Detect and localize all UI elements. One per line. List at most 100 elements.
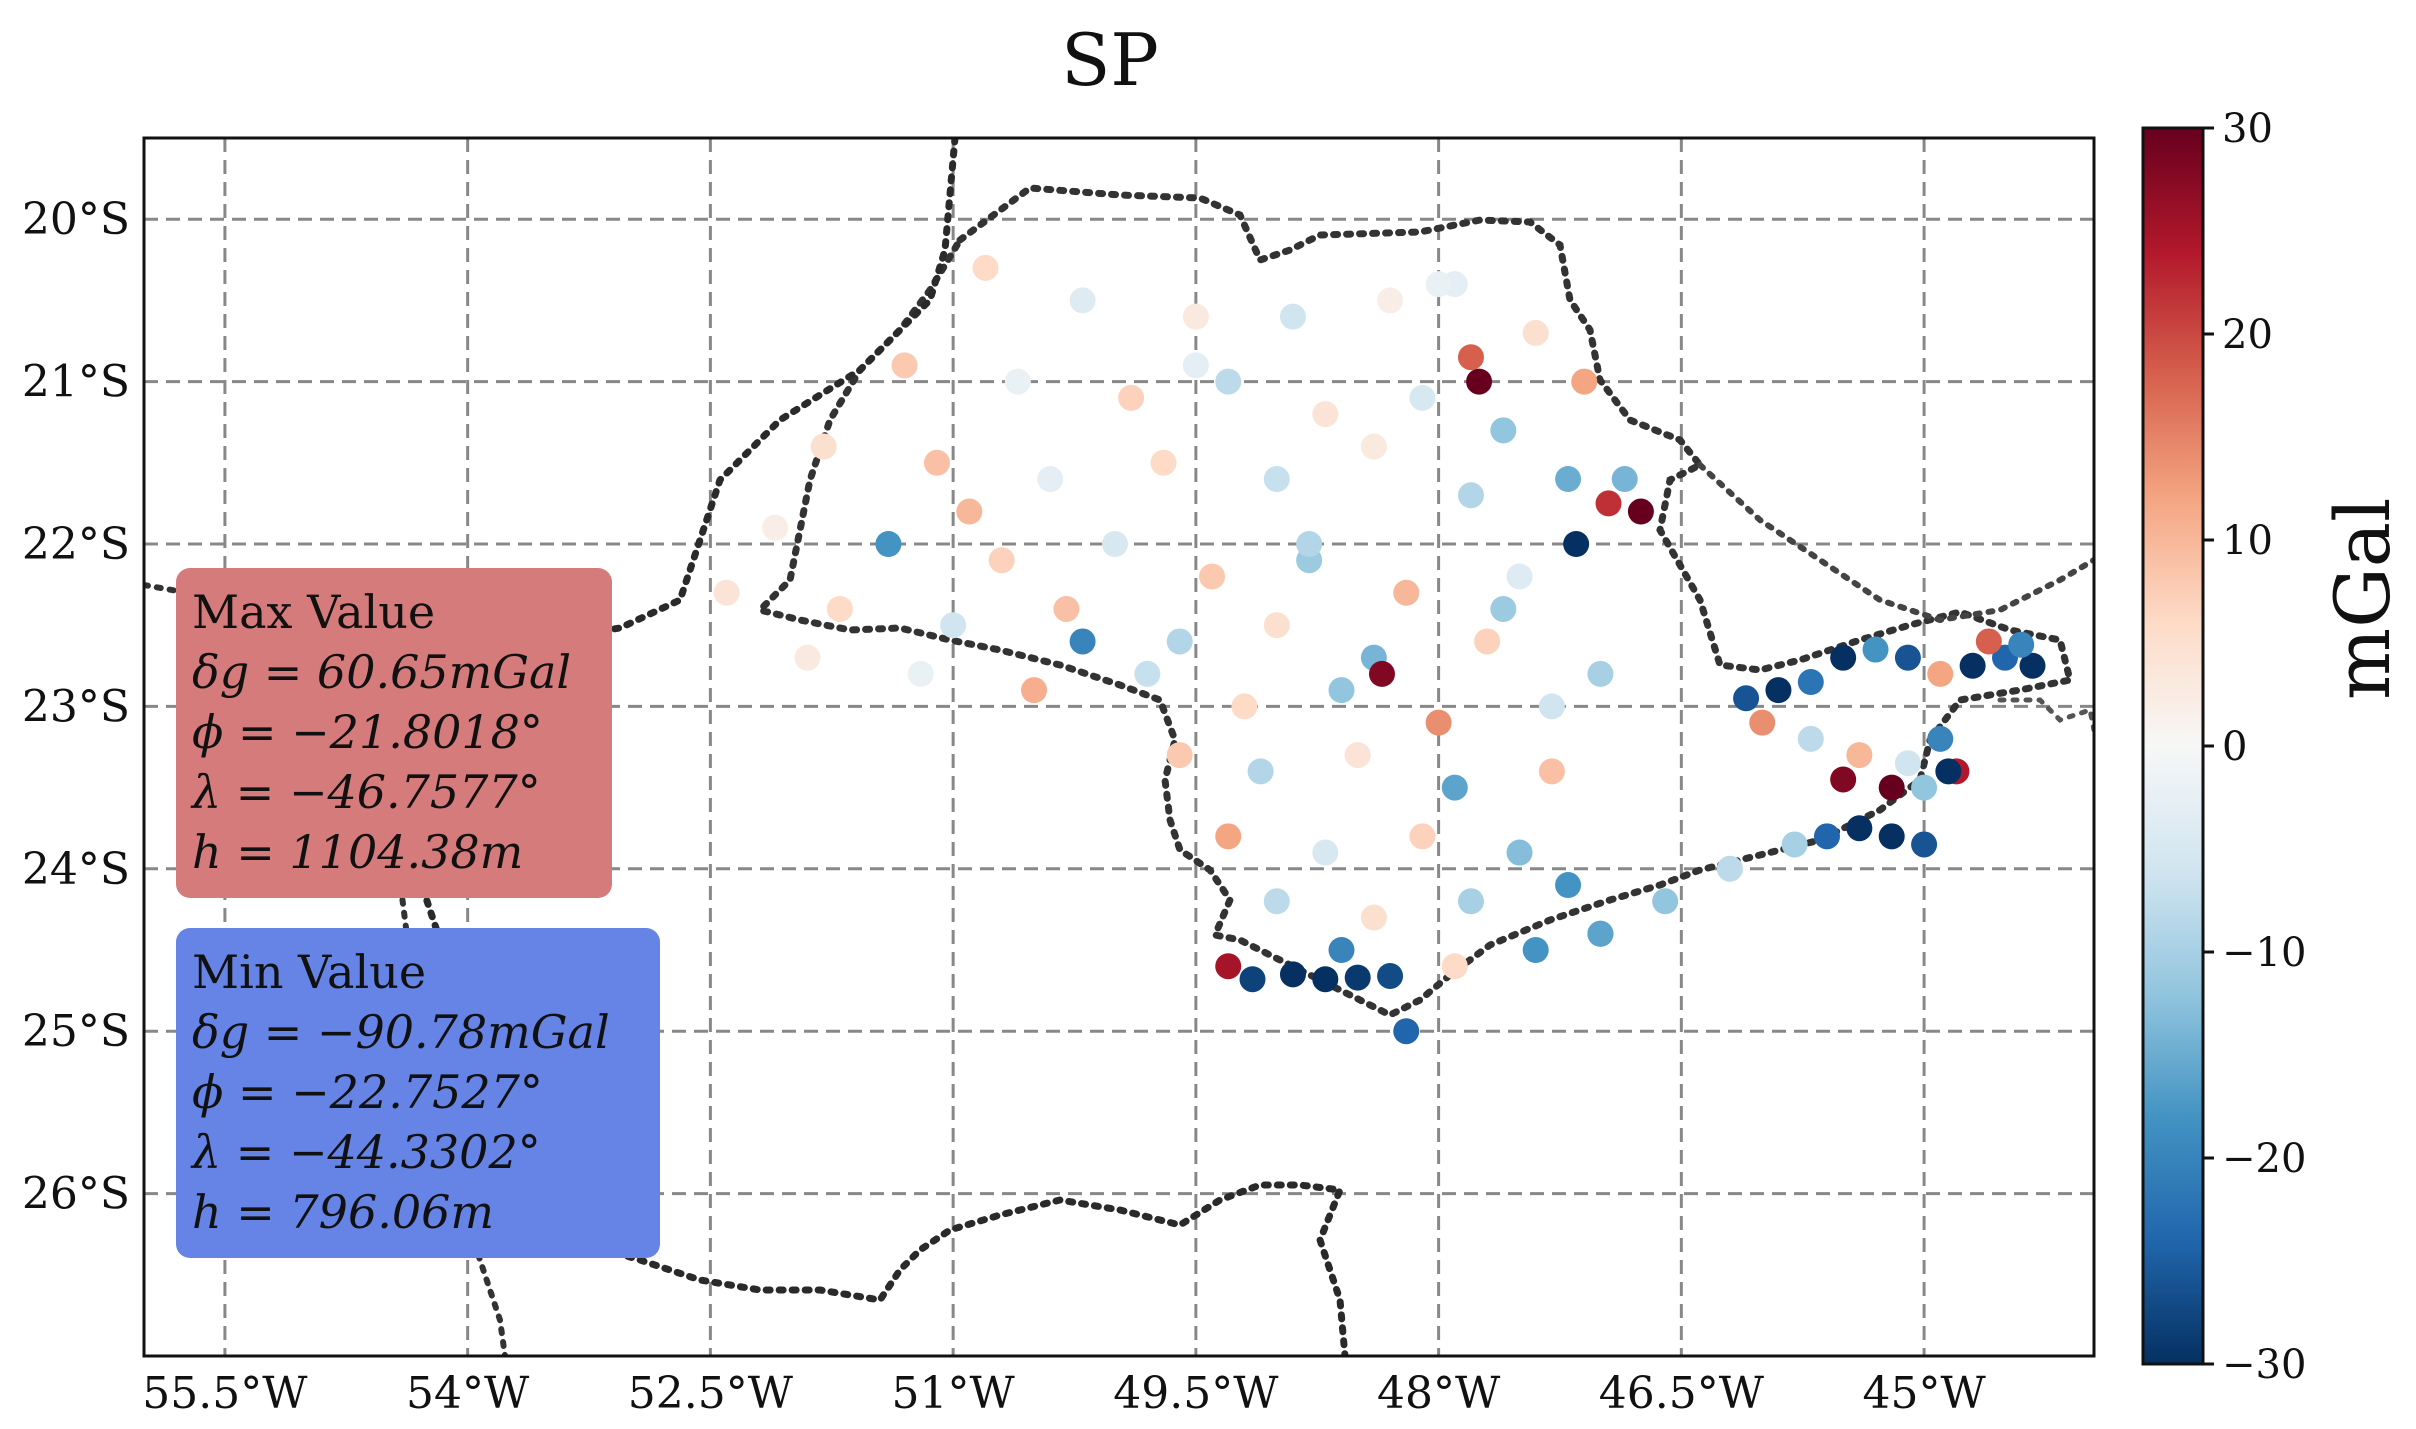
data-point [1328,937,1355,963]
data-point [1474,628,1501,655]
colorbar [2141,126,2205,1366]
mg-border [1697,462,2094,624]
x-tick-label: 46.5°W [1599,1368,1765,1419]
data-point [1975,628,2002,655]
data-point [1490,595,1517,622]
x-tick-label: 52.5°W [628,1368,794,1419]
data-point [1182,303,1209,330]
colorbar-tick-label: −10 [2222,930,2306,976]
data-point [1166,628,1193,655]
data-point [1344,742,1371,769]
plot-frame [142,136,2096,1358]
colorbar-ticks: 30 20 10 0 −10 −20 −30 [2203,106,2306,1388]
data-point [1797,669,1824,696]
data-point [988,547,1015,574]
colorbar-tick-label: −30 [2222,1342,2306,1388]
data-point [1069,287,1096,314]
min-height: h = 796.06m [192,1185,494,1239]
data-point [1279,961,1306,988]
data-point [1134,660,1161,687]
data-point [1927,660,1954,687]
data-point [1247,758,1274,785]
data-point [1911,774,1938,801]
x-tick-label: 51°W [892,1368,1016,1419]
x-tick-label: 54°W [406,1368,530,1419]
data-point [1457,482,1484,509]
data-point [1846,742,1873,769]
data-point [1199,563,1226,590]
data-point [1652,888,1679,915]
data-point [1627,498,1654,525]
min-dg: δg = −90.78mGal [192,1005,610,1059]
data-point [891,352,918,379]
data-point [1150,449,1177,476]
data-point [1037,466,1064,493]
data-point [1457,344,1484,371]
data-point [1716,855,1743,882]
data-point [1296,531,1323,557]
data-point [1878,774,1905,801]
data-point [1441,774,1468,801]
data-point [1215,823,1242,850]
data-point [1004,368,1031,395]
data-point [1490,417,1517,444]
data-point [826,595,853,622]
x-tick-label: 45°W [1862,1368,1986,1419]
y-axis-ticks: 20°S 21°S 22°S 23°S 24°S 25°S 26°S [22,194,130,1219]
data-point [1312,401,1339,428]
data-point [1409,384,1436,411]
data-point [1506,839,1533,866]
data-point [1215,953,1242,980]
gravity-anomaly-points [713,254,2046,1045]
data-point [1813,823,1840,850]
data-point [1733,685,1760,712]
data-point [713,579,740,606]
data-point [1563,531,1590,557]
y-tick-label: 24°S [22,844,130,895]
data-point [1862,636,1889,663]
data-point [1409,823,1436,850]
data-point [875,531,902,557]
data-point [1765,677,1792,704]
max-lambda: λ = −46.7577° [192,765,541,819]
data-point [1522,937,1549,963]
data-point [923,449,950,476]
data-point [1360,433,1387,460]
data-point [1506,563,1533,590]
data-point [1425,709,1452,736]
data-point [1441,953,1468,980]
data-point [1522,319,1549,346]
colorbar-tick-label: 10 [2222,518,2273,564]
data-point [1749,709,1776,736]
data-point [1312,966,1339,993]
data-point [1894,644,1921,671]
data-point [1231,693,1258,720]
colorbar-tick-label: 20 [2222,312,2273,358]
data-point [1797,725,1824,752]
data-point [1368,660,1395,687]
data-point [1425,271,1452,298]
data-point [1830,766,1857,793]
y-tick-label: 21°S [22,357,130,408]
data-point [1263,466,1290,493]
data-point [1360,904,1387,931]
max-heading: Max Value [192,585,436,639]
x-axis-ticks: 55.5°W 54°W 52.5°W 51°W 49.5°W 48°W 46.5°W 45°W [142,1368,1986,1419]
data-point [1538,693,1565,720]
data-point [1457,888,1484,915]
data-point [762,514,789,541]
data-point [907,660,934,687]
data-point [1393,1018,1420,1045]
data-point [1166,742,1193,769]
data-point [1959,652,1986,679]
data-point [1069,628,1096,655]
sp-state-border [753,184,2075,1019]
colorbar-tick-label: 30 [2222,106,2273,152]
data-point [1555,872,1582,899]
data-point [1894,750,1921,777]
x-tick-label: 55.5°W [142,1368,308,1419]
data-point [794,644,821,671]
data-point [1377,287,1404,314]
data-point [1312,839,1339,866]
rj-border [1997,697,2094,733]
